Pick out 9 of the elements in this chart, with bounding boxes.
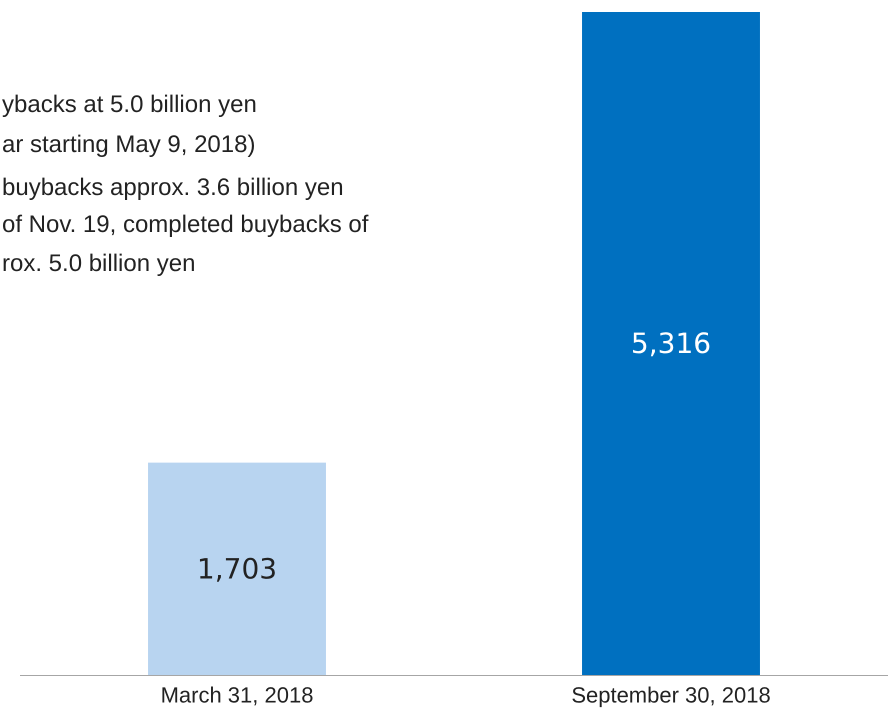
annotation: rox. 5.0 billion yen [2,250,196,277]
annotation: buybacks approx. 3.6 billion yen [2,174,344,201]
x-tick-label: March 31, 2018 [160,682,314,708]
data-label: 1,703 [196,552,278,586]
annotation: ar starting May 9, 2018) [2,131,256,158]
annotation: ybacks at 5.0 billion yen [2,91,257,118]
annotation: of Nov. 19, completed buybacks of [2,211,369,238]
x-tick-label: September 30, 2018 [571,682,771,708]
data-label: 5,316 [630,327,712,360]
